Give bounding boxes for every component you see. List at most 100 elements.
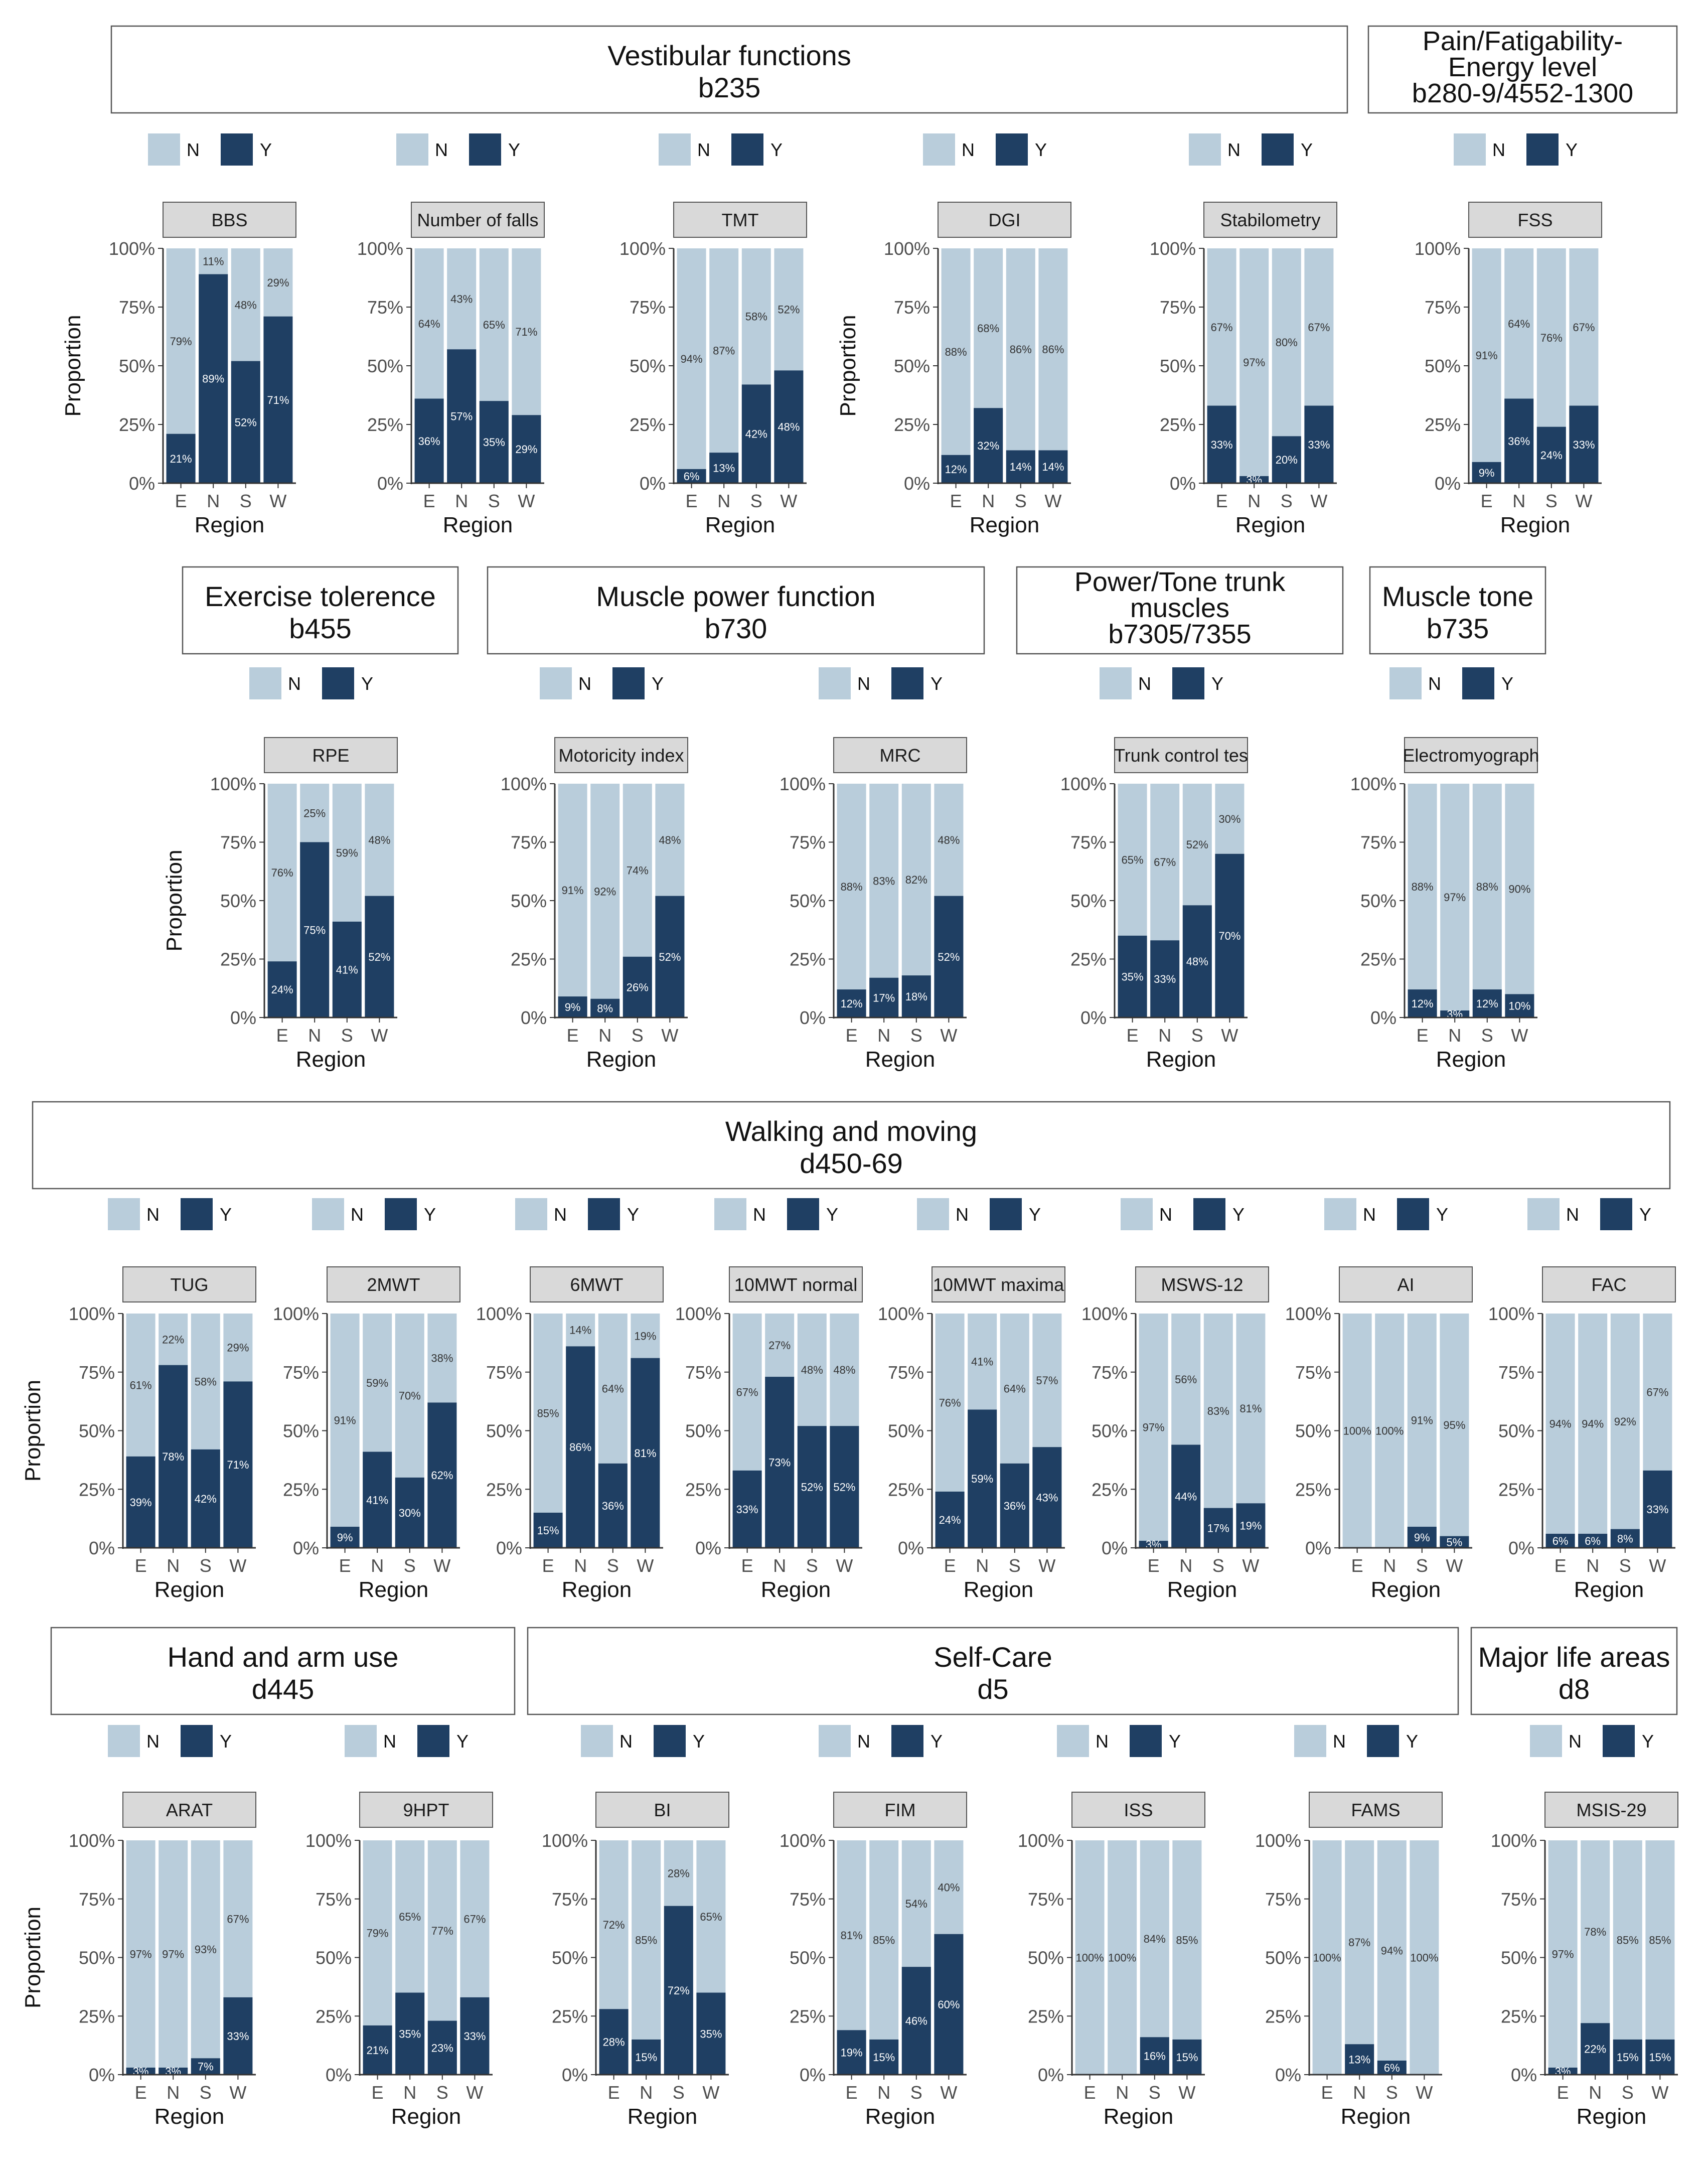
bar-label-N: 48% <box>235 299 257 311</box>
bar-Y <box>1578 1533 1608 1548</box>
x-tick-label: S <box>1619 1555 1631 1576</box>
y-tick-label: 50% <box>316 1948 352 1968</box>
bar-label-Y: 43% <box>1036 1492 1058 1504</box>
bar-Y <box>512 415 541 483</box>
bar-label-Y: 36% <box>602 1500 624 1512</box>
panel-strip <box>122 1792 256 1828</box>
x-tick-label: S <box>910 2082 922 2103</box>
bar-N <box>159 1840 188 2075</box>
bar-label-Y: 28% <box>603 2036 625 2049</box>
bar-label-N: 90% <box>1508 883 1530 896</box>
x-tick-label: S <box>1191 1025 1203 1046</box>
legend-label-Y: Y <box>1035 139 1047 160</box>
y-tick-label: 0% <box>1435 473 1461 494</box>
bar-Y <box>774 370 804 483</box>
bar-label-Y: 46% <box>905 2015 927 2027</box>
bar-label-Y: 15% <box>1649 2051 1671 2064</box>
bar-label-N: 85% <box>537 1407 559 1419</box>
y-tick-label: 0% <box>1370 1007 1396 1028</box>
bar-N <box>1172 1840 1202 2075</box>
bar-Y <box>797 1426 827 1548</box>
y-tick-label: 25% <box>1028 2006 1064 2026</box>
bar-Y <box>1504 398 1534 483</box>
legend-label-N: N <box>753 1204 766 1225</box>
bar-Y <box>1536 426 1566 483</box>
x-tick-label: E <box>741 1555 753 1576</box>
bar-N <box>330 1314 360 1548</box>
y-tick-label: 25% <box>367 414 403 435</box>
x-tick-label: E <box>846 2082 858 2103</box>
bar-label-N: 87% <box>713 345 735 357</box>
y-tick-label: 25% <box>1498 1479 1534 1500</box>
x-tick-label: S <box>436 2082 448 2103</box>
y-tick-label: 0% <box>1038 2065 1064 2085</box>
legend-swatch-N <box>515 1198 547 1230</box>
bar-Y <box>1006 450 1035 483</box>
bar-label-N: 64% <box>1004 1382 1026 1395</box>
bar-label-N: 100% <box>1343 1425 1371 1437</box>
y-tick-label: 75% <box>1360 832 1396 853</box>
y-tick-label: 75% <box>552 1889 588 1910</box>
x-tick-label: W <box>518 491 535 511</box>
x-axis-title: Region <box>1577 2104 1646 2129</box>
x-tick-label: E <box>1216 491 1228 511</box>
bar-label-Y: 59% <box>971 1473 993 1485</box>
bar-Y <box>1440 1010 1470 1018</box>
legend-label-Y: Y <box>1642 1731 1654 1752</box>
bar-Y <box>1139 1540 1168 1548</box>
x-tick-label: N <box>1448 1025 1461 1046</box>
panel-strip <box>729 1266 863 1302</box>
bar-label-N: 97% <box>162 1948 184 1960</box>
y-tick-label: 100% <box>878 1303 924 1324</box>
bar-label-N: 67% <box>736 1386 758 1398</box>
y-tick-label: 0% <box>1102 1538 1128 1558</box>
panel-title: ARAT <box>166 1800 213 1820</box>
y-tick-label: 0% <box>293 1538 319 1558</box>
y-tick-label: 0% <box>1305 1538 1331 1558</box>
x-axis-title: Region <box>970 513 1039 537</box>
chart-panel: N Y 10MWT maxima 24% 76% E 59% 41% N 36% 64% S 43% 57… <box>878 1198 1065 1602</box>
section-code: b735 <box>1427 613 1489 644</box>
bar-Y <box>765 1377 795 1548</box>
chart-panel: N Y Motoricity index 9% 91% E 8% 92% N 26% 74% S 52%… <box>501 667 688 1072</box>
x-tick-label: N <box>574 1555 587 1576</box>
x-tick-label: W <box>702 2082 719 2103</box>
chart-panel: N YStabilometry33%67%E3%97%N20%80%S33%67%… <box>1150 133 1337 537</box>
y-tick-label: 50% <box>888 1421 924 1441</box>
bar-label-Y: 15% <box>1617 2051 1639 2064</box>
bar-label-Y: 32% <box>977 440 999 452</box>
bar-Y <box>830 1426 859 1548</box>
bar-Y <box>126 2067 156 2075</box>
legend-label-N: N <box>146 1731 160 1752</box>
panel-title: 10MWT maxima <box>933 1274 1064 1295</box>
bar-label-N: 25% <box>303 807 326 819</box>
bar-Y <box>1472 462 1501 483</box>
bar-label-Y: 9% <box>1414 1531 1430 1544</box>
legend-swatch-Y <box>787 1198 819 1230</box>
bar-label-N: 85% <box>635 1934 657 1946</box>
section-title-line: Pain/Fatigability- <box>1423 26 1623 56</box>
bar-label-N: 74% <box>627 864 649 877</box>
bar-N <box>1140 1840 1169 2075</box>
y-tick-label: 50% <box>1425 356 1461 376</box>
bar-label-N: 91% <box>562 884 584 897</box>
legend-swatch-Y <box>996 133 1028 166</box>
bar-label-N: 94% <box>1381 1944 1403 1957</box>
x-tick-label: N <box>207 491 220 511</box>
y-tick-label: 100% <box>1060 774 1107 794</box>
bar-label-Y: 33% <box>227 2030 249 2043</box>
bar-label-N: 97% <box>1143 1421 1165 1433</box>
panel-strip <box>1544 1792 1678 1828</box>
bar-label-N: 88% <box>1476 881 1498 893</box>
legend-label-Y: Y <box>826 1204 838 1225</box>
legend-label-Y: Y <box>1406 1731 1418 1752</box>
bar-label-Y: 52% <box>833 1481 855 1494</box>
bar-Y <box>1377 2060 1407 2075</box>
bar-label-N: 65% <box>1122 853 1144 866</box>
y-tick-label: 0% <box>89 2065 115 2085</box>
bar-label-N: 48% <box>368 834 390 846</box>
bar-label-N: 67% <box>1646 1386 1668 1398</box>
x-axis-title: Region <box>1235 513 1305 537</box>
x-tick-label: E <box>686 491 698 511</box>
